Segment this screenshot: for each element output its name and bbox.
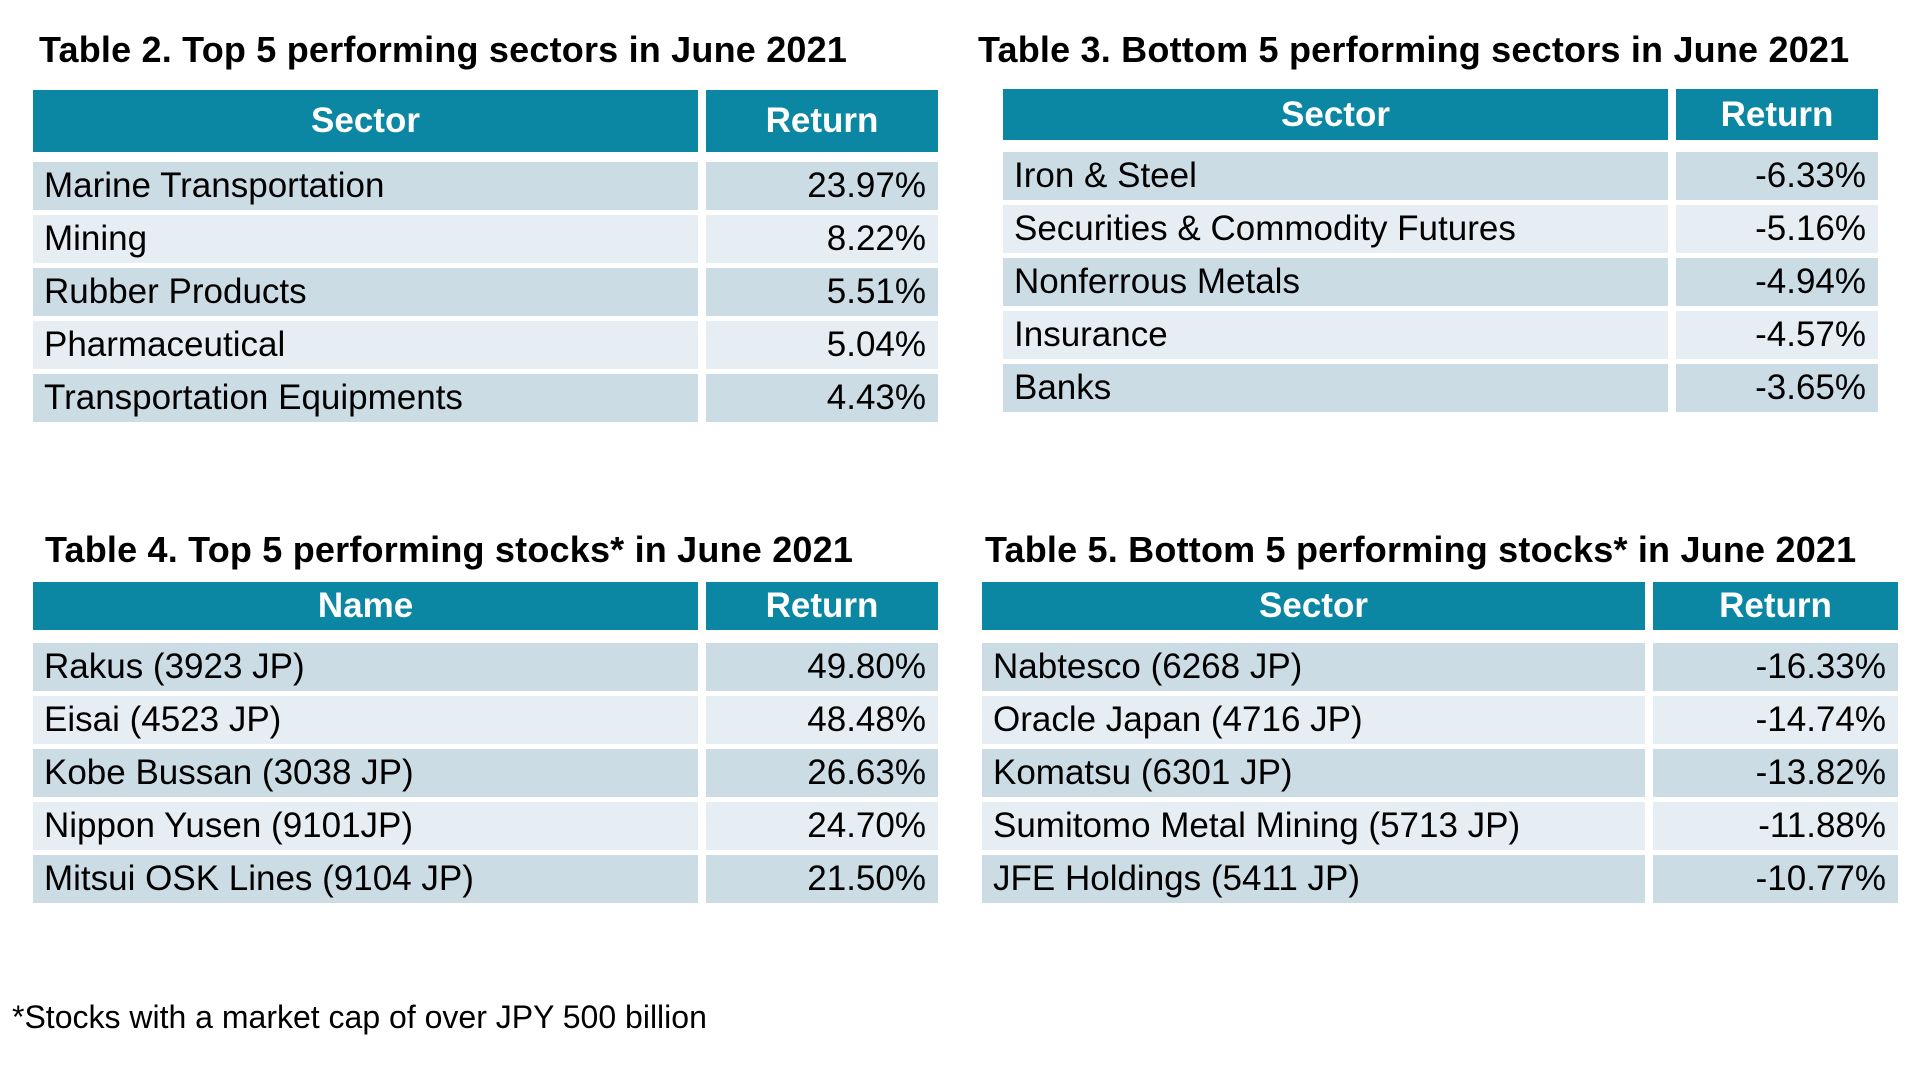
bottom-sectors-section: Table 3. Bottom 5 performing sectors in … (978, 28, 1878, 417)
row-return-cell: 48.48% (706, 696, 938, 744)
table-row: Sumitomo Metal Mining (5713 JP) -11.88% (982, 802, 1898, 850)
table-4-return-header: Return (706, 582, 938, 630)
table-row: Insurance -4.57% (1003, 311, 1878, 359)
row-name-cell: Eisai (4523 JP) (33, 696, 698, 744)
table-5-header-row: Sector Return (982, 582, 1898, 630)
row-return-cell: -11.88% (1653, 802, 1898, 850)
market-cap-footnote: *Stocks with a market cap of over JPY 50… (12, 999, 707, 1035)
table-2-return-header: Return (706, 90, 938, 152)
row-return-cell: 23.97% (706, 162, 938, 210)
top-sectors-section: Table 2. Top 5 performing sectors in Jun… (33, 28, 938, 427)
row-return-cell: -6.33% (1676, 152, 1878, 200)
table-5-return-header: Return (1653, 582, 1898, 630)
table-row: Nonferrous Metals -4.94% (1003, 258, 1878, 306)
table-3-title: Table 3. Bottom 5 performing sectors in … (978, 29, 1850, 70)
row-return-cell: 8.22% (706, 215, 938, 263)
table-row: Iron & Steel -6.33% (1003, 152, 1878, 200)
table-3-sector-header: Sector (1003, 89, 1668, 140)
row-name-cell: Nonferrous Metals (1003, 258, 1668, 306)
row-return-cell: 4.43% (706, 374, 938, 422)
table-row: Marine Transportation 23.97% (33, 162, 938, 210)
table-3-bottom-sectors: Sector Return Iron & Steel -6.33% Securiti… (1003, 89, 1878, 412)
table-row: Oracle Japan (4716 JP) -14.74% (982, 696, 1898, 744)
table-row: Rakus (3923 JP) 49.80% (33, 643, 938, 691)
table-2-title: Table 2. Top 5 performing sectors in Jun… (39, 29, 848, 70)
row-name-cell: Oracle Japan (4716 JP) (982, 696, 1645, 744)
row-return-cell: -5.16% (1676, 205, 1878, 253)
table-row: Mining 8.22% (33, 215, 938, 263)
table-row: Mitsui OSK Lines (9104 JP) 21.50% (33, 855, 938, 903)
table-row: Nippon Yusen (9101JP) 24.70% (33, 802, 938, 850)
row-name-cell: Kobe Bussan (3038 JP) (33, 749, 698, 797)
table-row: Banks -3.65% (1003, 364, 1878, 412)
row-name-cell: Sumitomo Metal Mining (5713 JP) (982, 802, 1645, 850)
table-5-bottom-stocks: Sector Return Nabtesco (6268 JP) -16.33% O… (982, 582, 1898, 903)
table-row: Pharmaceutical 5.04% (33, 321, 938, 369)
row-return-cell: 21.50% (706, 855, 938, 903)
table-row: Eisai (4523 JP) 48.48% (33, 696, 938, 744)
row-return-cell: 49.80% (706, 643, 938, 691)
row-name-cell: Nippon Yusen (9101JP) (33, 802, 698, 850)
row-name-cell: Mining (33, 215, 698, 263)
top-stocks-section: Table 4. Top 5 performing stocks* in Jun… (33, 528, 938, 908)
table-5-sector-header: Sector (982, 582, 1645, 630)
row-return-cell: -3.65% (1676, 364, 1878, 412)
row-return-cell: -13.82% (1653, 749, 1898, 797)
table-row: JFE Holdings (5411 JP) -10.77% (982, 855, 1898, 903)
table-2-top-sectors: Sector Return Marine Transportation 23.97… (33, 90, 938, 422)
table-4-top-stocks: Name Return Rakus (3923 JP) 49.80% Eisai (… (33, 582, 938, 903)
row-name-cell: Rakus (3923 JP) (33, 643, 698, 691)
table-4-title: Table 4. Top 5 performing stocks* in Jun… (45, 529, 854, 570)
table-2-sector-header: Sector (33, 90, 698, 152)
table-3-header-row: Sector Return (1003, 89, 1878, 140)
table-5-title: Table 5. Bottom 5 performing stocks* in … (985, 529, 1857, 570)
table-4-header-row: Name Return (33, 582, 938, 630)
row-name-cell: Rubber Products (33, 268, 698, 316)
row-name-cell: JFE Holdings (5411 JP) (982, 855, 1645, 903)
row-name-cell: Iron & Steel (1003, 152, 1668, 200)
row-return-cell: -14.74% (1653, 696, 1898, 744)
row-return-cell: -4.57% (1676, 311, 1878, 359)
table-row: Kobe Bussan (3038 JP) 26.63% (33, 749, 938, 797)
row-name-cell: Mitsui OSK Lines (9104 JP) (33, 855, 698, 903)
bottom-stocks-section: Table 5. Bottom 5 performing stocks* in … (982, 528, 1898, 908)
table-3-return-header: Return (1676, 89, 1878, 140)
table-row: Komatsu (6301 JP) -13.82% (982, 749, 1898, 797)
row-return-cell: -16.33% (1653, 643, 1898, 691)
table-row: Securities & Commodity Futures -5.16% (1003, 205, 1878, 253)
table-row: Rubber Products 5.51% (33, 268, 938, 316)
row-name-cell: Insurance (1003, 311, 1668, 359)
row-name-cell: Pharmaceutical (33, 321, 698, 369)
row-name-cell: Nabtesco (6268 JP) (982, 643, 1645, 691)
row-return-cell: 5.51% (706, 268, 938, 316)
row-name-cell: Komatsu (6301 JP) (982, 749, 1645, 797)
row-name-cell: Banks (1003, 364, 1668, 412)
row-name-cell: Securities & Commodity Futures (1003, 205, 1668, 253)
table-2-header-row: Sector Return (33, 90, 938, 152)
row-return-cell: 5.04% (706, 321, 938, 369)
row-name-cell: Transportation Equipments (33, 374, 698, 422)
row-return-cell: 24.70% (706, 802, 938, 850)
row-name-cell: Marine Transportation (33, 162, 698, 210)
table-row: Transportation Equipments 4.43% (33, 374, 938, 422)
row-return-cell: -10.77% (1653, 855, 1898, 903)
table-4-name-header: Name (33, 582, 698, 630)
row-return-cell: -4.94% (1676, 258, 1878, 306)
table-row: Nabtesco (6268 JP) -16.33% (982, 643, 1898, 691)
row-return-cell: 26.63% (706, 749, 938, 797)
